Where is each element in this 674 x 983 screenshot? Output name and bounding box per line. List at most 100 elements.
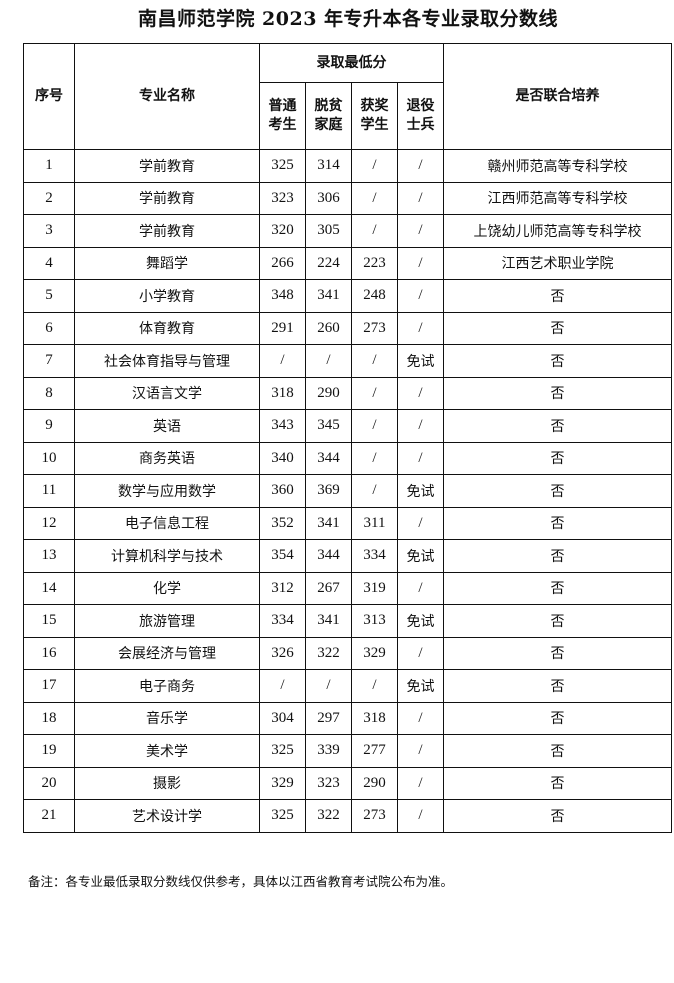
table-row: 9 英语 343 345// 否: [23, 409, 672, 443]
header-major: 专业名称: [74, 43, 260, 150]
table-row: 18 音乐学 304 297 318/否: [23, 701, 672, 735]
cell-major: 艺术设计学: [74, 799, 260, 833]
cell-joint-training: 否: [443, 734, 672, 768]
cell-index: 14: [23, 571, 75, 605]
cell-poverty-score: 369: [305, 474, 352, 508]
cell-regular-score: 352: [259, 506, 306, 540]
cell-joint-training: 否: [443, 376, 672, 410]
cell-joint-training: 否: [443, 799, 672, 833]
cell-veteran-score: /: [397, 409, 444, 443]
cell-award-score: 311: [351, 506, 398, 540]
cell-veteran-score: /: [397, 799, 444, 833]
cell-veteran-score: /: [397, 149, 444, 183]
cell-major: 旅游管理: [74, 604, 260, 638]
table-row: 13 计算机科学与技术 354 344 334 免试否: [23, 539, 672, 573]
cell-poverty-score: 344: [305, 539, 352, 573]
cell-poverty-score: 290: [305, 376, 352, 410]
cell-veteran-score: 免试: [397, 344, 444, 378]
cell-award-score: /: [351, 409, 398, 443]
table-row: 20 摄影 329 323 290/否: [23, 766, 672, 800]
cell-index: 6: [23, 311, 75, 345]
cell-regular-score: 329: [259, 766, 306, 800]
cell-index: 4: [23, 246, 75, 280]
cell-major: 学前教育: [74, 181, 260, 215]
cell-poverty-score: 305: [305, 214, 352, 248]
header-index: 序号: [23, 43, 75, 150]
cell-major: 电子信息工程: [74, 506, 260, 540]
cell-index: 10: [23, 441, 75, 475]
cell-veteran-score: /: [397, 181, 444, 215]
cell-veteran-score: /: [397, 506, 444, 540]
cell-veteran-score: /: [397, 701, 444, 735]
cell-poverty-score: 345: [305, 409, 352, 443]
cell-regular-score: 340: [259, 441, 306, 475]
cell-joint-training: 否: [443, 344, 672, 378]
cell-joint-training: 否: [443, 441, 672, 475]
cell-major: 社会体育指导与管理: [74, 344, 260, 378]
cell-index: 11: [23, 474, 75, 508]
cell-index: 16: [23, 636, 75, 670]
table-row: 7 社会体育指导与管理 / / / 免试否: [23, 344, 672, 378]
cell-regular-score: 325: [259, 799, 306, 833]
cell-index: 9: [23, 409, 75, 443]
cell-award-score: 318: [351, 701, 398, 735]
cell-poverty-score: 341: [305, 279, 352, 313]
cell-index: 3: [23, 214, 75, 248]
table-row: 14 化学 312 267 319/否: [23, 571, 672, 605]
cell-joint-training: 赣州师范高等专科学校: [443, 149, 672, 183]
cell-award-score: /: [351, 441, 398, 475]
cell-veteran-score: 免试: [397, 604, 444, 638]
table-row: 19 美术学 325 339 277/否: [23, 734, 672, 768]
cell-award-score: 319: [351, 571, 398, 605]
cell-poverty-score: 297: [305, 701, 352, 735]
cell-regular-score: /: [259, 669, 306, 703]
cell-joint-training: 否: [443, 604, 672, 638]
table-row: 1 学前教育 325 314// 赣州师范高等专科学校: [23, 149, 672, 183]
cell-award-score: /: [351, 474, 398, 508]
cell-regular-score: 334: [259, 604, 306, 638]
table-row: 16 会展经济与管理 326 322 329/否: [23, 636, 672, 670]
cell-joint-training: 否: [443, 669, 672, 703]
cell-joint-training: 否: [443, 506, 672, 540]
cell-veteran-score: /: [397, 441, 444, 475]
cell-veteran-score: /: [397, 376, 444, 410]
cell-poverty-score: 224: [305, 246, 352, 280]
table-row: 21 艺术设计学 325 322 273/否: [23, 799, 672, 833]
cell-poverty-score: 260: [305, 311, 352, 345]
cell-major: 舞蹈学: [74, 246, 260, 280]
cell-index: 12: [23, 506, 75, 540]
table-row: 5 小学教育 348 341 248/否: [23, 279, 672, 313]
cell-regular-score: 312: [259, 571, 306, 605]
cell-joint-training: 否: [443, 474, 672, 508]
cell-major: 英语: [74, 409, 260, 443]
cell-major: 汉语言文学: [74, 376, 260, 410]
cell-regular-score: 318: [259, 376, 306, 410]
cell-major: 商务英语: [74, 441, 260, 475]
cell-index: 17: [23, 669, 75, 703]
cell-joint-training: 江西艺术职业学院: [443, 246, 672, 280]
cell-regular-score: /: [259, 344, 306, 378]
cell-poverty-score: 341: [305, 506, 352, 540]
cell-poverty-score: 322: [305, 799, 352, 833]
cell-joint-training: 否: [443, 311, 672, 345]
cell-veteran-score: /: [397, 279, 444, 313]
cell-poverty-score: 323: [305, 766, 352, 800]
table-row: 10 商务英语 340 344// 否: [23, 441, 672, 475]
cell-regular-score: 354: [259, 539, 306, 573]
header-award: 获奖 学生: [351, 82, 398, 150]
header-poverty: 脱贫 家庭: [305, 82, 352, 150]
cell-award-score: /: [351, 669, 398, 703]
header-regular: 普通 考生: [259, 82, 306, 150]
cell-poverty-score: 306: [305, 181, 352, 215]
table-row: 11 数学与应用数学 360 369/免试否: [23, 474, 672, 508]
cell-poverty-score: 322: [305, 636, 352, 670]
cell-joint-training: 否: [443, 636, 672, 670]
table-row: 12 电子信息工程 352 341 311/否: [23, 506, 672, 540]
footnote: 备注：各专业最低录取分数线仅供参考，具体以江西省教育考试院公布为准。: [28, 874, 454, 889]
cell-veteran-score: 免试: [397, 669, 444, 703]
cell-award-score: 273: [351, 799, 398, 833]
cell-veteran-score: 免试: [397, 474, 444, 508]
cell-award-score: 273: [351, 311, 398, 345]
cell-joint-training: 否: [443, 409, 672, 443]
cell-regular-score: 304: [259, 701, 306, 735]
